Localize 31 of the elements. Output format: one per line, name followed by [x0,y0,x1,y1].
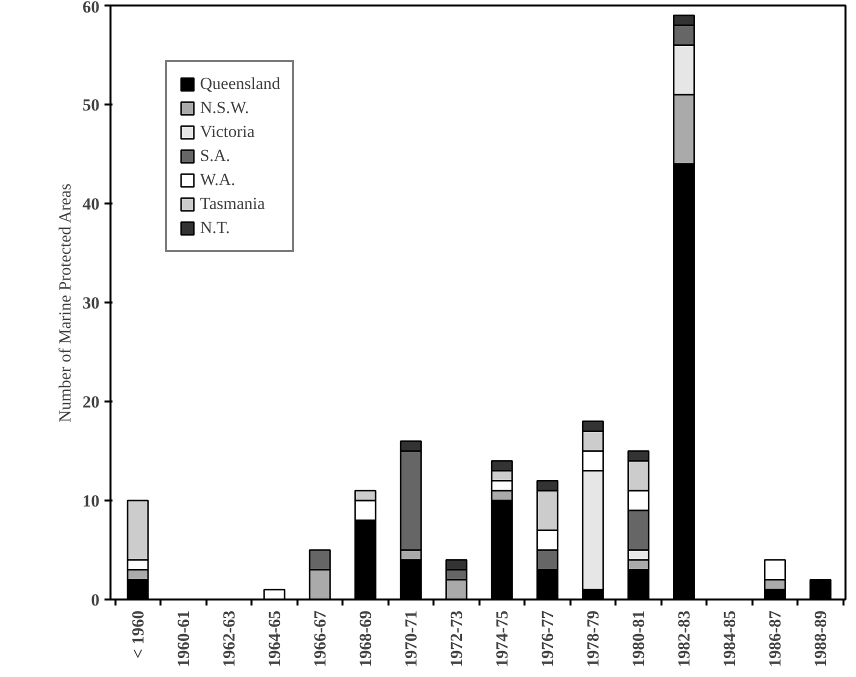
y-tick-label: 30 [82,294,100,312]
y-tick-label: 40 [82,194,100,214]
x-tick-label: 1972-73 [446,610,466,668]
x-tick-label: 1968-69 [356,610,375,668]
legend-label: Victoria [200,122,255,142]
legend-label: S.A. [200,146,230,166]
x-tick-label: 1976-77 [538,610,557,668]
x-tick-label: 1960-61 [174,610,193,668]
x-tick-label: 1988-89 [810,610,830,668]
legend-label: Tasmania [200,194,265,214]
legend-label: Queensland [200,74,280,94]
legend-label: N.S.W. [200,98,249,118]
y-tick-label: 0 [91,590,100,610]
y-tick-label: 10 [82,492,100,510]
x-tick-label: 1966-67 [310,610,330,668]
x-tick-label: 1986-87 [765,610,784,668]
y-tick-label: 60 [82,0,100,16]
x-tick-label: 1978-79 [583,610,602,668]
y-tick-label: 20 [82,392,100,412]
x-tick-label: < 1960 [128,610,148,658]
y-axis-title: Number of Marine Protected Areas [56,184,74,422]
x-tick-label: 1970-71 [401,610,420,668]
x-tick-label: 1964-65 [264,610,284,668]
y-tick-label: 50 [82,96,100,114]
x-tick-label: 1982-83 [674,610,694,668]
x-tick-label: 1962-63 [219,610,238,668]
x-tick-label: 1974-75 [492,610,512,668]
x-tick-label: 1984-85 [720,610,739,668]
legend-label: N.T. [200,218,230,238]
x-tick-label: 1980-81 [628,610,648,668]
legend-label: W.A. [200,170,236,190]
